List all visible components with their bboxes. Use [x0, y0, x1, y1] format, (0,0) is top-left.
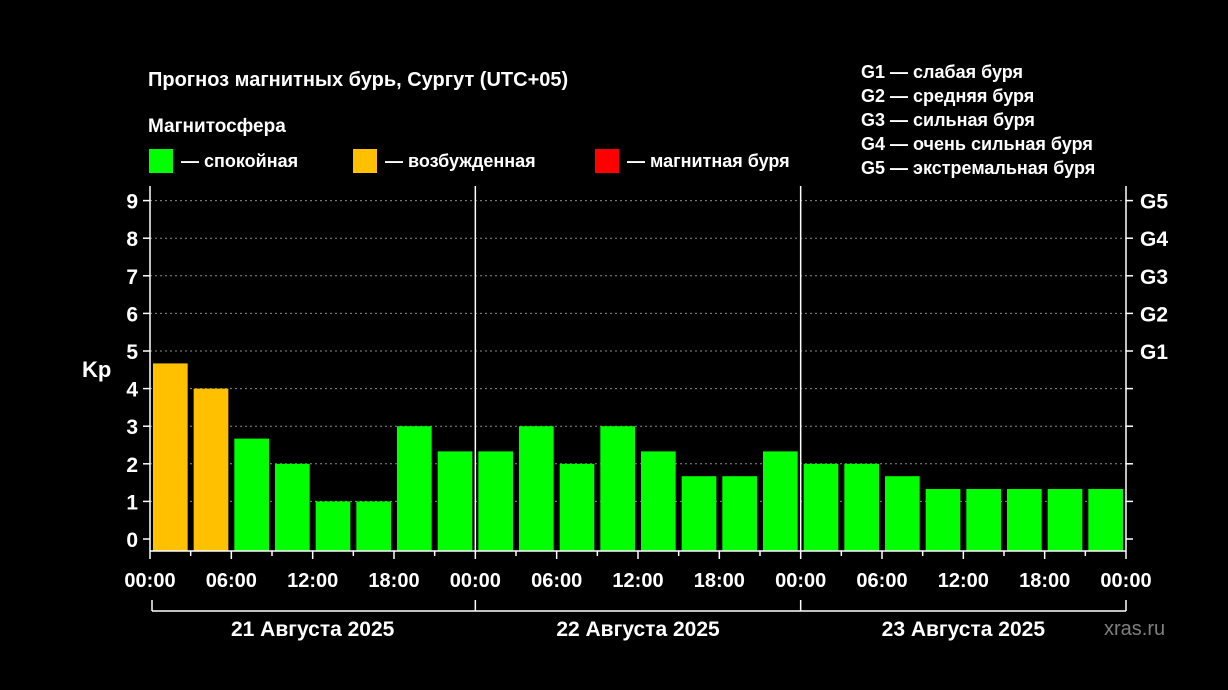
bar-15 — [763, 451, 798, 551]
y-tick-label-0: 0 — [126, 529, 138, 552]
y-axis-label: Kp — [82, 357, 111, 382]
g-scale-labels: G1 G2 G3 G4 G5 — [1140, 191, 1168, 364]
y-tick-label-6: 6 — [126, 303, 138, 326]
bar-7 — [437, 451, 473, 551]
x-tick-label-11: 18:00 — [1019, 570, 1070, 592]
bar-19 — [925, 488, 961, 551]
bar-10 — [559, 463, 595, 551]
legend-swatch-1 — [353, 149, 377, 173]
bar-16 — [803, 463, 839, 551]
g-label-2: G3 — [1140, 266, 1168, 289]
g-label-3: G4 — [1140, 228, 1168, 251]
chart-title: Прогноз магнитных бурь, Сургут (UTC+05) — [148, 69, 568, 91]
x-tick-label-2: 12:00 — [287, 570, 338, 592]
y-tick-label-9: 9 — [126, 191, 138, 214]
bar-17 — [844, 463, 879, 551]
bar-18 — [885, 476, 920, 551]
g-label-1: G2 — [1140, 303, 1168, 326]
x-tick-label-0: 00:00 — [124, 570, 175, 592]
bar-13 — [681, 476, 717, 551]
y-tick-labels: 0 1 2 3 4 5 6 7 8 9 — [126, 191, 138, 552]
bar-22 — [1047, 488, 1083, 551]
storm-level-1: G2 — средняя буря — [861, 86, 1034, 106]
y-tick-label-3: 3 — [126, 416, 138, 439]
storm-level-2: G3 — сильная буря — [861, 110, 1035, 130]
x-tick-label-6: 12:00 — [612, 570, 663, 592]
bar-14 — [722, 476, 757, 551]
bar-2 — [234, 438, 269, 551]
y-tick-label-1: 1 — [126, 491, 138, 514]
grid — [150, 200, 1126, 502]
legend-label-1: — возбужденная — [385, 151, 536, 171]
x-tick-label-10: 12:00 — [938, 570, 989, 592]
bar-9 — [519, 426, 554, 551]
storm-level-4: G5 — экстремальная буря — [861, 158, 1095, 178]
bar-4 — [315, 501, 351, 551]
x-tick-label-3: 18:00 — [368, 570, 419, 592]
y-tick-label-7: 7 — [126, 266, 138, 289]
g-label-4: G5 — [1140, 191, 1168, 214]
day-label-1: 22 Августа 2025 — [556, 618, 720, 641]
bar-5 — [356, 501, 391, 551]
y-tick-label-8: 8 — [126, 228, 138, 251]
storm-level-0: G1 — слабая буря — [861, 62, 1023, 82]
day-label-0: 21 Августа 2025 — [231, 618, 395, 641]
x-tick-label-7: 18:00 — [694, 570, 745, 592]
storm-level-3: G4 — очень сильная буря — [861, 134, 1093, 154]
x-tick-labels: 00:00 06:00 12:00 18:00 00:00 06:00 12:00 18:00… — [124, 570, 1151, 592]
x-tick-label-9: 06:00 — [856, 570, 907, 592]
bar-11 — [600, 426, 635, 551]
bar-8 — [478, 451, 513, 551]
x-tick-label-8: 00:00 — [775, 570, 826, 592]
bar-23 — [1088, 488, 1123, 551]
bar-0 — [153, 363, 188, 551]
x-tick-label-5: 06:00 — [531, 570, 582, 592]
g-label-0: G1 — [1140, 341, 1168, 364]
storm-levels-legend: G1 — слабая буря G2 — средняя буря G3 — си… — [861, 62, 1095, 178]
bar-3 — [275, 463, 310, 551]
bar-6 — [397, 426, 432, 551]
bar-20 — [966, 488, 1001, 551]
legend: — спокойная — возбужденная — магнитная бур… — [149, 149, 790, 173]
bar-1 — [193, 388, 229, 551]
x-tick-label-4: 00:00 — [450, 570, 501, 592]
day-labels: 21 Августа 2025 22 Августа 2025 23 Августа… — [231, 618, 1045, 641]
legend-swatch-0 — [149, 149, 173, 173]
legend-swatch-2 — [595, 149, 619, 173]
y-tick-label-4: 4 — [126, 379, 138, 402]
legend-title: Магнитосфера — [148, 116, 286, 137]
x-tick-label-1: 06:00 — [206, 570, 257, 592]
bars — [153, 363, 1123, 551]
legend-label-2: — магнитная буря — [627, 151, 790, 171]
legend-label-0: — спокойная — [181, 151, 298, 171]
bar-21 — [1007, 488, 1042, 551]
watermark: xras.ru — [1104, 618, 1165, 640]
day-label-2: 23 Августа 2025 — [882, 618, 1046, 641]
axes — [143, 186, 1133, 612]
bar-12 — [641, 451, 676, 551]
y-tick-label-2: 2 — [126, 454, 138, 477]
y-tick-label-5: 5 — [126, 341, 138, 364]
x-tick-label-12: 00:00 — [1100, 570, 1151, 592]
